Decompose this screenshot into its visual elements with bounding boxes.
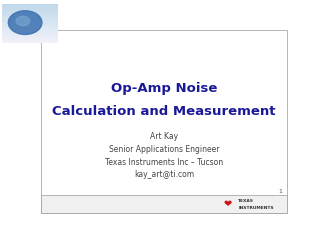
- Text: INSTRUMENTS: INSTRUMENTS: [238, 206, 274, 210]
- Text: ❤: ❤: [224, 199, 232, 209]
- Text: Art Kay: Art Kay: [150, 132, 178, 141]
- Text: 1: 1: [278, 189, 282, 194]
- Circle shape: [8, 11, 42, 35]
- Text: Op-Amp Noise: Op-Amp Noise: [111, 82, 217, 95]
- Text: Senior Applications Engineer: Senior Applications Engineer: [109, 145, 219, 154]
- Circle shape: [16, 16, 29, 26]
- Text: TEXAS: TEXAS: [238, 199, 254, 203]
- Text: kay_art@ti.com: kay_art@ti.com: [134, 170, 194, 179]
- FancyBboxPatch shape: [41, 195, 287, 213]
- Text: Calculation and Measurement: Calculation and Measurement: [52, 105, 276, 118]
- Text: Texas Instruments Inc – Tucson: Texas Instruments Inc – Tucson: [105, 157, 223, 167]
